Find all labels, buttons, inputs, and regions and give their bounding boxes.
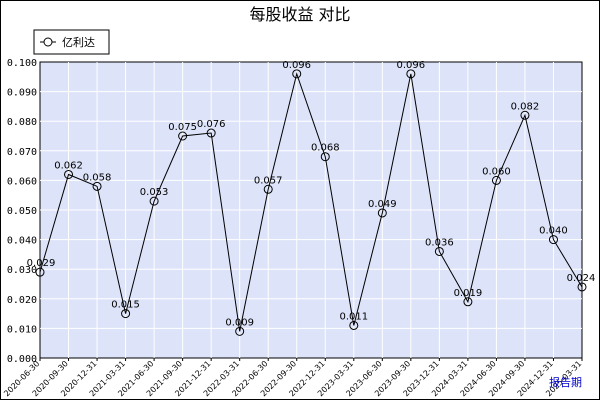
data-point <box>206 128 216 138</box>
data-point <box>520 110 530 120</box>
data-point <box>491 175 501 185</box>
data-label: 0.049 <box>368 199 397 210</box>
data-label: 0.015 <box>111 300 140 311</box>
data-label: 0.011 <box>339 311 368 322</box>
data-label: 0.075 <box>168 122 197 133</box>
grid-lines <box>40 62 582 358</box>
y-tick-label: 0.050 <box>7 206 37 217</box>
y-tick-label: 0.090 <box>7 88 37 99</box>
y-tick-label: 0.010 <box>7 324 37 335</box>
data-point <box>548 235 558 245</box>
y-tick-label: 0.070 <box>7 147 37 158</box>
data-label: 0.096 <box>282 60 311 71</box>
legend-entry-label: 亿利达 <box>62 36 95 49</box>
data-point <box>178 131 188 141</box>
data-label: 0.062 <box>54 160 83 171</box>
data-label: 0.009 <box>225 317 254 328</box>
data-label: 0.068 <box>311 143 340 154</box>
data-label: 0.036 <box>425 237 454 248</box>
data-point <box>121 309 131 319</box>
data-point <box>35 267 45 277</box>
legend: 亿利达 <box>33 29 110 55</box>
data-label: 0.040 <box>539 226 568 237</box>
data-label: 0.076 <box>197 119 226 130</box>
chart-title: 每股收益 对比 <box>249 5 350 24</box>
y-tick-label: 0.080 <box>7 117 37 128</box>
data-point <box>463 297 473 307</box>
data-point <box>149 196 159 206</box>
data-point <box>92 181 102 191</box>
data-label: 0.058 <box>83 172 112 183</box>
data-point <box>349 320 359 330</box>
data-label: 0.019 <box>454 288 483 299</box>
y-tick-label: 0.000 <box>7 354 37 365</box>
data-label: 0.053 <box>140 187 169 198</box>
y-tick-label: 0.020 <box>7 295 37 306</box>
series-line <box>39 72 583 332</box>
data-point <box>320 152 330 162</box>
data-point <box>406 69 416 79</box>
data-point <box>577 282 587 292</box>
data-point <box>292 69 302 79</box>
data-point <box>377 208 387 218</box>
legend-marker <box>43 37 53 47</box>
data-point <box>64 169 74 179</box>
series-eps <box>35 69 587 336</box>
y-tick-label: 0.030 <box>7 265 37 276</box>
data-label: 0.057 <box>254 175 283 186</box>
data-label: 0.060 <box>482 166 511 177</box>
y-tick-label: 0.100 <box>7 58 37 69</box>
data-point <box>434 246 444 256</box>
y-tick-label: 0.040 <box>7 236 37 247</box>
y-axis: 0.000 0.010 0.020 0.030 0.040 0.050 0.060 0.070… <box>7 58 37 365</box>
data-label: 0.024 <box>567 273 596 284</box>
data-point <box>235 326 245 336</box>
y-tick-label: 0.060 <box>7 176 37 187</box>
data-label: 0.082 <box>511 101 540 112</box>
x-axis-unit-label: 报告期 <box>549 375 582 389</box>
data-label: 0.029 <box>27 258 56 269</box>
data-point <box>263 184 273 194</box>
data-label: 0.096 <box>397 60 426 71</box>
